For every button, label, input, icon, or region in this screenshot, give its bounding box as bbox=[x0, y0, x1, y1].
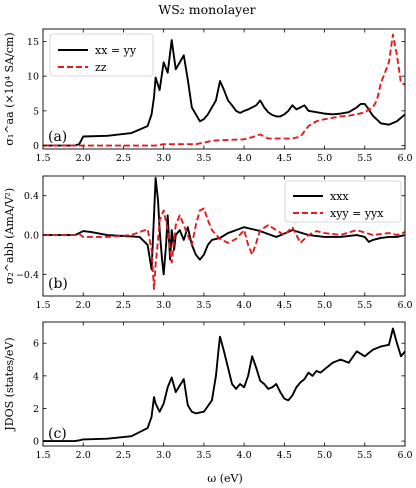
y-tick-label: 0.4 bbox=[24, 191, 39, 202]
legend-entry: xyy = yyx bbox=[330, 207, 384, 220]
panel-label: (a) bbox=[48, 129, 67, 145]
y-tick-label: 4 bbox=[33, 371, 39, 382]
x-tick-label: 2.0 bbox=[76, 153, 91, 164]
x-tick-label: 4.0 bbox=[237, 450, 252, 461]
axes-frame bbox=[42, 28, 406, 150]
chart-title: WS₂ monolayer bbox=[158, 2, 255, 17]
y-tick-label: 6 bbox=[33, 339, 39, 350]
x-tick-label: 6.0 bbox=[397, 300, 412, 311]
axes-frame bbox=[42, 175, 406, 297]
panel-b: 1.5 2.0 2.5 3.0 3.5 4.0 4.5 5.0 5.5 6.0 −0.4 0.0 0.4… bbox=[3, 175, 413, 311]
y-tick-label: 0 bbox=[33, 437, 39, 448]
y-tick-label: 5 bbox=[33, 106, 39, 117]
legend-entry: xxx bbox=[330, 190, 349, 203]
x-tick-label: 5.0 bbox=[317, 300, 332, 311]
x-tick-label: 2.5 bbox=[116, 300, 131, 311]
y-tick-label: 10 bbox=[27, 72, 39, 83]
x-tick-label: 4.0 bbox=[237, 300, 252, 311]
x-tick-label: 5.0 bbox=[317, 450, 332, 461]
legend-entry: xx = yy bbox=[95, 44, 137, 57]
series-line-0-1 bbox=[43, 33, 405, 147]
x-tick-label: 3.5 bbox=[196, 300, 211, 311]
y-tick-label: 0.0 bbox=[24, 231, 39, 242]
x-tick-label: 3.0 bbox=[156, 300, 171, 311]
x-tick-label: 5.0 bbox=[317, 153, 332, 164]
x-tick-label: 6.0 bbox=[397, 450, 412, 461]
x-tick-label: 3.0 bbox=[156, 153, 171, 164]
y-tick-label: 2 bbox=[33, 404, 39, 415]
x-tick-label: 3.5 bbox=[196, 450, 211, 461]
x-axis-label: ω (eV) bbox=[207, 472, 243, 485]
y-tick-label: 0 bbox=[33, 141, 39, 152]
x-tick-label: 2.0 bbox=[76, 450, 91, 461]
x-tick-label: 2.5 bbox=[116, 450, 131, 461]
x-tick-label: 5.5 bbox=[357, 450, 372, 461]
y-axis-label: σ₂^abb (AmA/V²) bbox=[3, 188, 16, 284]
x-tick-label: 3.0 bbox=[156, 450, 171, 461]
panel-label: (c) bbox=[48, 426, 67, 442]
panel-c: 1.5 2.0 2.5 3.0 3.5 4.0 4.5 5.0 5.5 6.0 0 2 4 6 JDOS (… bbox=[3, 321, 413, 461]
axes-frame bbox=[42, 321, 406, 447]
x-tick-label: 4.5 bbox=[277, 450, 292, 461]
series-line-1-1 bbox=[43, 207, 405, 291]
y-tick-label: −0.4 bbox=[16, 270, 39, 281]
x-tick-label: 5.5 bbox=[357, 153, 372, 164]
y-tick-label: 15 bbox=[27, 37, 39, 48]
legend-box bbox=[284, 180, 402, 223]
y-axis-label: σ₁^aa (×10⁴ SA/cm) bbox=[3, 32, 16, 145]
series-line-1-0 bbox=[43, 177, 405, 276]
x-tick-label: 1.5 bbox=[35, 450, 50, 461]
x-tick-label: 1.5 bbox=[35, 153, 50, 164]
panel-a: 1.5 2.0 2.5 3.0 3.5 4.0 4.5 5.0 5.5 6.0 0 5 10 15 σ₁^a… bbox=[3, 28, 413, 164]
series-line-2-0 bbox=[43, 327, 405, 443]
legend-entry: zz bbox=[95, 61, 107, 74]
x-tick-label: 1.5 bbox=[35, 300, 50, 311]
x-tick-label: 2.5 bbox=[116, 153, 131, 164]
x-tick-label: 2.0 bbox=[76, 300, 91, 311]
x-tick-label: 6.0 bbox=[397, 153, 412, 164]
series-line-0-0 bbox=[43, 39, 405, 147]
panel-label: (b) bbox=[48, 276, 68, 292]
x-tick-label: 4.5 bbox=[277, 300, 292, 311]
x-tick-label: 5.5 bbox=[357, 300, 372, 311]
x-tick-label: 3.5 bbox=[196, 153, 211, 164]
x-tick-label: 4.0 bbox=[237, 153, 252, 164]
legend-box bbox=[49, 33, 154, 77]
y-axis-label: JDOS (states/eV) bbox=[3, 337, 16, 431]
x-tick-label: 4.5 bbox=[277, 153, 292, 164]
